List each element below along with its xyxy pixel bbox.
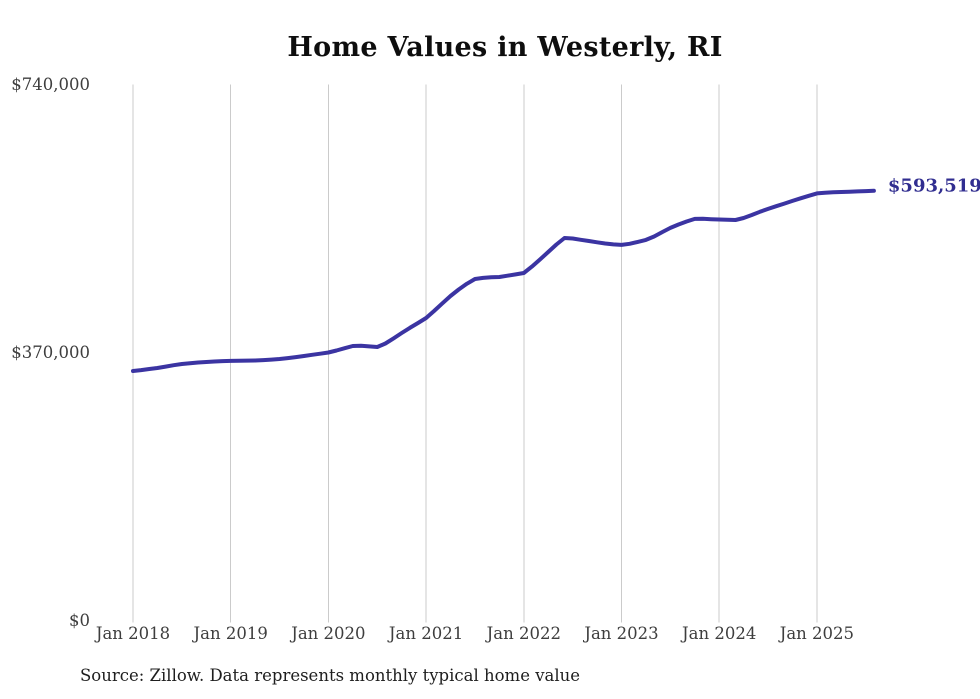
x-tick-label: Jan 2021 [388,624,464,643]
x-tick-label: Jan 2024 [682,624,757,643]
y-tick-label: $370,000 [11,343,90,363]
x-tick-label: Jan 2020 [291,624,366,643]
x-tick-label: Jan 2018 [95,624,171,643]
y-tick-label: $0 [69,611,90,631]
x-tick-label: Jan 2019 [193,624,268,643]
home-value-line [131,188,876,373]
x-tick-label: Jan 2025 [779,624,855,643]
last-value-label: $593,519 [887,175,980,197]
y-tick-label: $740,000 [11,74,90,94]
x-tick-label: Jan 2023 [584,624,659,643]
source-note: Source: Zillow. Data represents monthly … [80,666,581,685]
x-tick-label: Jan 2022 [486,624,561,643]
chart-title: Home Values in Westerly, RI [287,32,723,63]
